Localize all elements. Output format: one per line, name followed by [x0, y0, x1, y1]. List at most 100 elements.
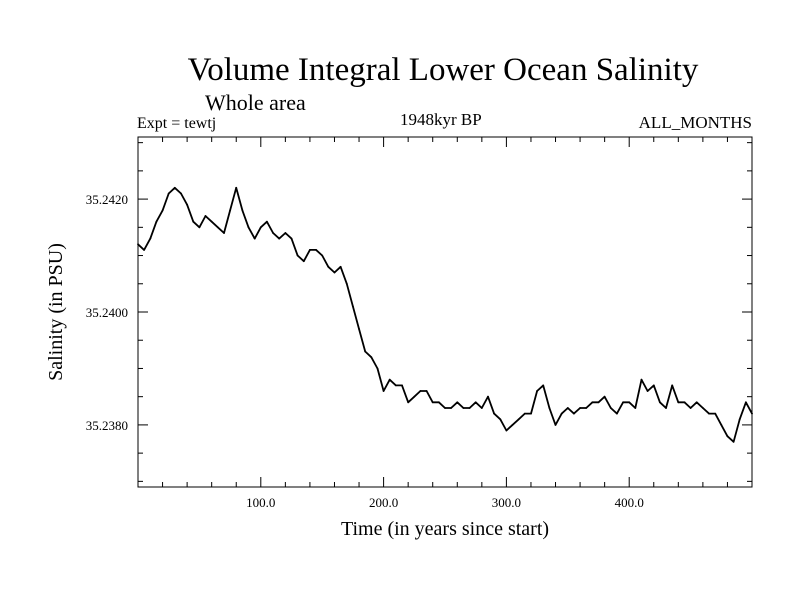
data-point: [376, 367, 379, 370]
data-point: [143, 249, 146, 251]
data-point: [210, 220, 213, 223]
data-point: [505, 429, 508, 432]
data-point: [309, 249, 311, 251]
data-point: [444, 407, 446, 409]
data-point: [517, 418, 520, 421]
data-point: [247, 226, 250, 229]
data-point: [530, 412, 532, 415]
data-point: [659, 401, 661, 404]
y-tick-label: 35.2420: [86, 192, 128, 207]
data-point: [745, 401, 747, 404]
data-point: [683, 401, 686, 404]
data-point: [511, 424, 514, 426]
data-point: [431, 401, 434, 404]
data-point: [419, 390, 422, 392]
data-point: [407, 401, 410, 404]
data-point: [401, 384, 403, 387]
data-point: [480, 407, 483, 409]
data-point: [738, 418, 741, 421]
x-tick-label: 100.0: [246, 495, 275, 510]
data-point: [216, 226, 219, 229]
data-point: [566, 407, 569, 409]
data-point: [695, 401, 698, 404]
period-label: 1948kyr BP: [400, 110, 482, 129]
data-point: [652, 384, 655, 387]
data-point: [634, 407, 637, 409]
series-line: [137, 186, 753, 443]
data-point: [223, 232, 225, 234]
data-point: [714, 412, 717, 415]
tick-labels: 100.0 200.0 300.0 400.0 35.2380 35.2400 35.242…: [86, 192, 644, 510]
y-tick-label: 35.2380: [86, 418, 128, 433]
data-point: [204, 215, 207, 217]
data-point: [499, 418, 502, 421]
series-group: [137, 186, 753, 443]
chart-title: Volume Integral Lower Ocean Salinity: [187, 52, 699, 88]
major-ticks: [138, 137, 752, 487]
data-point: [290, 237, 293, 240]
data-point: [438, 401, 440, 404]
data-point: [253, 237, 256, 240]
data-point: [186, 203, 189, 206]
data-point: [646, 390, 649, 392]
data-point: [345, 282, 348, 285]
data-point: [333, 271, 336, 274]
data-point: [259, 226, 262, 229]
data-point: [573, 412, 575, 415]
chart-subtitle: Whole area: [205, 90, 306, 115]
data-point: [155, 220, 158, 223]
data-point: [456, 401, 459, 404]
data-point: [395, 384, 397, 387]
data-point: [640, 378, 643, 381]
data-point: [315, 249, 317, 251]
data-point: [554, 424, 557, 426]
data-point: [180, 192, 182, 195]
data-point: [677, 401, 680, 404]
data-point: [689, 407, 692, 409]
x-tick-label: 200.0: [369, 495, 398, 510]
data-point: [616, 412, 618, 415]
data-point: [296, 254, 299, 257]
data-point: [364, 350, 367, 353]
data-point: [493, 412, 495, 415]
data-point: [321, 254, 324, 257]
data-point: [468, 407, 471, 409]
data-point: [585, 407, 588, 409]
y-tick-label: 35.2400: [86, 305, 128, 320]
data-point: [413, 395, 416, 398]
data-point: [161, 209, 164, 212]
data-point: [272, 232, 274, 234]
data-point: [327, 265, 330, 268]
data-point: [173, 186, 176, 189]
data-point: [462, 407, 465, 409]
x-tick-label: 400.0: [615, 495, 644, 510]
data-point: [591, 401, 594, 404]
data-point: [229, 209, 232, 212]
data-point: [425, 390, 428, 392]
x-tick-label: 300.0: [492, 495, 521, 510]
data-point: [548, 407, 551, 409]
data-point: [284, 232, 287, 234]
data-point: [352, 305, 354, 308]
plot-frame: [137, 136, 753, 488]
data-point: [235, 186, 238, 189]
data-point: [382, 390, 385, 392]
data-point: [192, 220, 195, 223]
data-point: [702, 407, 704, 409]
data-point: [622, 401, 624, 404]
y-axis-label: Salinity (in PSU): [45, 243, 67, 381]
data-point: [474, 401, 477, 404]
data-point: [302, 260, 305, 263]
months-label: ALL_MONTHS: [638, 113, 752, 132]
data-point: [726, 435, 729, 438]
data-point: [603, 395, 606, 398]
data-point: [597, 401, 600, 404]
data-point: [732, 440, 735, 443]
data-point: [167, 192, 170, 195]
data-point: [536, 390, 538, 392]
experiment-label: Expt = tewtj: [137, 115, 217, 132]
data-point: [358, 328, 360, 330]
data-point: [560, 412, 563, 415]
data-point: [609, 407, 612, 409]
